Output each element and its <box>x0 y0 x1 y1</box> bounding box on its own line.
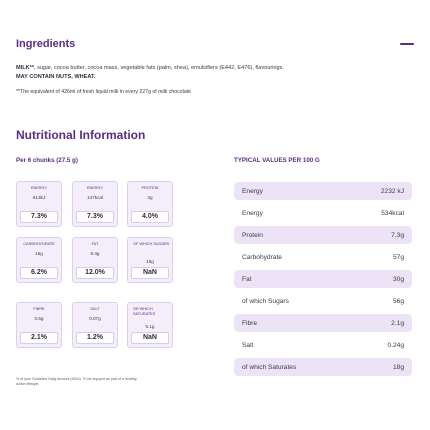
gda-card-energy-kcal: ENERGY 147kcal 7.3% <box>72 181 118 227</box>
card-label: PROTEIN <box>141 186 159 190</box>
card-value: 5.1g <box>145 324 155 329</box>
per-portion-label: Per 6 chunks (27.5 g) <box>16 157 78 164</box>
card-percent: NaN <box>131 267 169 279</box>
card-label: CARBOHYDRATE <box>23 242 55 246</box>
nutrient-name: Fibre <box>242 319 258 327</box>
ingredients-text: MILK**, sugar, cocoa butter, cocoa mass,… <box>16 65 285 80</box>
nutrient-value: 2232 kJ <box>380 187 404 195</box>
card-percent: 6.2% <box>20 267 58 279</box>
card-label: FIBRE <box>33 307 45 311</box>
card-percent: 2.1% <box>20 332 58 344</box>
table-row: Carbohydrate 57g <box>234 248 412 266</box>
gda-card-fibre: FIBRE 0.5g 2.1% <box>16 302 62 348</box>
card-value: 8.4g <box>90 251 100 256</box>
nutrient-value: 7.3g <box>391 231 404 239</box>
table-row: Salt 0.24g <box>234 336 412 354</box>
gda-card-saturates: OR WHICH SATURATES 5.1g NaN <box>127 302 173 348</box>
nutrient-value: 2.1g <box>391 319 404 327</box>
table-row: Fat 30g <box>234 270 412 288</box>
card-value: 2g <box>147 195 153 200</box>
allergen-warning: MAY CONTAIN NUTS, WHEAT. <box>16 73 96 80</box>
card-value: 16g <box>35 251 43 256</box>
card-label: SALT <box>90 307 100 311</box>
card-value: 147kcal <box>87 195 103 200</box>
collapse-minus-icon[interactable] <box>400 43 414 45</box>
card-label: FAT <box>91 242 99 246</box>
nutrient-value: 534kcal <box>381 209 404 217</box>
gda-footnote: % of your Guideline Daily Amount (GDA). … <box>16 377 138 386</box>
nutrient-value: 0.24g <box>387 341 404 349</box>
ingredients-list: sugar, cocoa butter, cocoa mass, vegetab… <box>37 65 285 71</box>
card-percent: 7.3% <box>20 211 58 223</box>
card-percent: 7.3% <box>76 211 114 223</box>
card-label: ENERGY <box>30 186 48 190</box>
nutrient-value: 30g <box>392 275 404 283</box>
card-percent: NaN <box>131 332 169 344</box>
table-row: of which Sugars 56g <box>234 292 412 310</box>
table-row: Protein 7.3g <box>234 226 412 244</box>
gda-card-sugars: OF WHICH SUGARS 15g NaN <box>127 237 173 283</box>
table-row: of which Saturates 18g <box>234 358 412 376</box>
card-label: OF WHICH SUGARS <box>133 242 170 246</box>
gda-card-salt: SALT 0.07g 1.2% <box>72 302 118 348</box>
gda-card-protein: PROTEIN 2g 4.0% <box>127 181 173 227</box>
nutrient-value: 56g <box>392 297 404 305</box>
nutrient-value: 57g <box>392 253 404 261</box>
card-percent: 1.2% <box>76 332 114 344</box>
nutrient-name: Energy <box>242 209 263 217</box>
card-value: 613kJ <box>32 195 46 200</box>
nutrition-title: Nutritional Information <box>16 128 146 142</box>
card-value: 0.5g <box>34 316 44 321</box>
card-percent: 4.0% <box>131 211 169 223</box>
nutrient-name: Fat <box>242 275 252 283</box>
card-label: ENERGY <box>86 186 104 190</box>
nutrient-name: Energy <box>242 187 263 195</box>
typical-values-label: TYPICAL VALUES PER 100 G <box>234 157 320 164</box>
ingredients-note: **The equivalent of 426ml of fresh liqui… <box>16 89 192 95</box>
card-label: OR WHICH SATURATES <box>133 307 156 316</box>
table-row: Energy 2232 kJ <box>234 182 412 200</box>
nutrient-name: of which Saturates <box>242 363 297 371</box>
ingredients-lead: MILK** <box>16 65 35 71</box>
ingredients-title: Ingredients <box>16 38 76 50</box>
card-percent: 12.0% <box>76 267 114 279</box>
nutrient-name: Salt <box>242 341 254 349</box>
card-value: 0.07g <box>89 316 101 321</box>
nutrient-name: Protein <box>242 231 263 239</box>
gda-card-energy-kj: ENERGY 613kJ 7.3% <box>16 181 62 227</box>
card-value: 15g <box>146 259 154 264</box>
gda-card-fat: FAT 8.4g 12.0% <box>72 237 118 283</box>
nutrient-value: 18g <box>392 363 404 371</box>
table-row: Fibre 2.1g <box>234 314 412 332</box>
nutrient-name: Carbohydrate <box>242 253 282 261</box>
table-row: Energy 534kcal <box>234 204 412 222</box>
ingredients-header[interactable]: Ingredients <box>16 35 414 53</box>
gda-card-carbohydrate: CARBOHYDRATE 16g 6.2% <box>16 237 62 283</box>
nutrient-name: of which Sugars <box>242 297 289 305</box>
